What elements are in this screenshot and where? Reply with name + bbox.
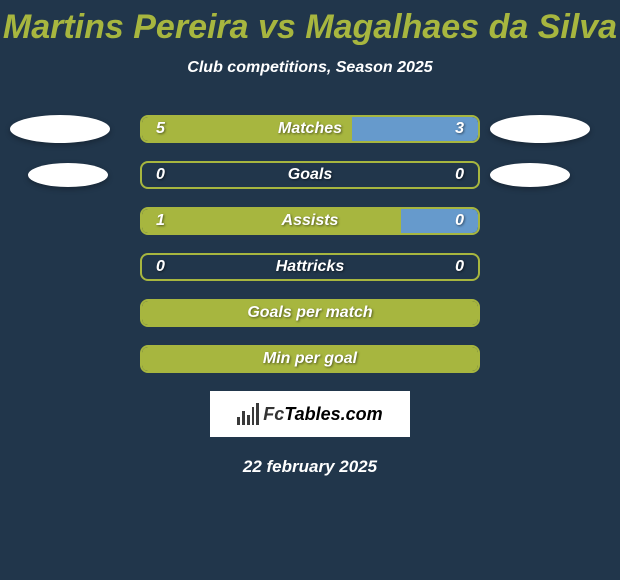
stat-row: Goals per match bbox=[0, 299, 620, 327]
stat-value-left: 0 bbox=[156, 258, 165, 276]
stat-value-left: 5 bbox=[156, 120, 165, 138]
stat-bar: Min per goal bbox=[140, 345, 480, 373]
subtitle: Club competitions, Season 2025 bbox=[0, 59, 620, 77]
brand-logo: FcTables.com bbox=[210, 391, 410, 437]
stat-value-right: 0 bbox=[455, 166, 464, 184]
stats-area: Matches53Goals00Assists10Hattricks00Goal… bbox=[0, 115, 620, 373]
stat-label: Matches bbox=[142, 120, 478, 138]
date-line: 22 february 2025 bbox=[0, 457, 620, 477]
stat-label: Min per goal bbox=[142, 350, 478, 368]
stat-value-right: 3 bbox=[455, 120, 464, 138]
stat-bar: Matches5 3 bbox=[140, 115, 480, 143]
stat-row: Hattricks0 0 bbox=[0, 253, 620, 281]
comparison-card: Martins Pereira vs Magalhaes da Silva Cl… bbox=[0, 0, 620, 580]
player-avatar-placeholder bbox=[490, 163, 570, 187]
stat-row: Assists1 0 bbox=[0, 207, 620, 235]
bar-chart-icon bbox=[237, 403, 259, 425]
page-title: Martins Pereira vs Magalhaes da Silva bbox=[0, 8, 620, 47]
stat-row: Min per goal bbox=[0, 345, 620, 373]
stat-label: Goals per match bbox=[142, 304, 478, 322]
stat-label: Goals bbox=[142, 166, 478, 184]
logo-text: FcTables.com bbox=[263, 404, 382, 425]
player-avatar-placeholder bbox=[490, 115, 590, 143]
stat-label: Assists bbox=[142, 212, 478, 230]
stat-bar: Hattricks0 0 bbox=[140, 253, 480, 281]
player-avatar-placeholder bbox=[28, 163, 108, 187]
stat-value-left: 1 bbox=[156, 212, 165, 230]
stat-label: Hattricks bbox=[142, 258, 478, 276]
stat-value-left: 0 bbox=[156, 166, 165, 184]
stat-bar: Goals0 0 bbox=[140, 161, 480, 189]
stat-value-right: 0 bbox=[455, 212, 464, 230]
stat-bar: Goals per match bbox=[140, 299, 480, 327]
stat-bar: Assists1 0 bbox=[140, 207, 480, 235]
stat-value-right: 0 bbox=[455, 258, 464, 276]
player-avatar-placeholder bbox=[10, 115, 110, 143]
